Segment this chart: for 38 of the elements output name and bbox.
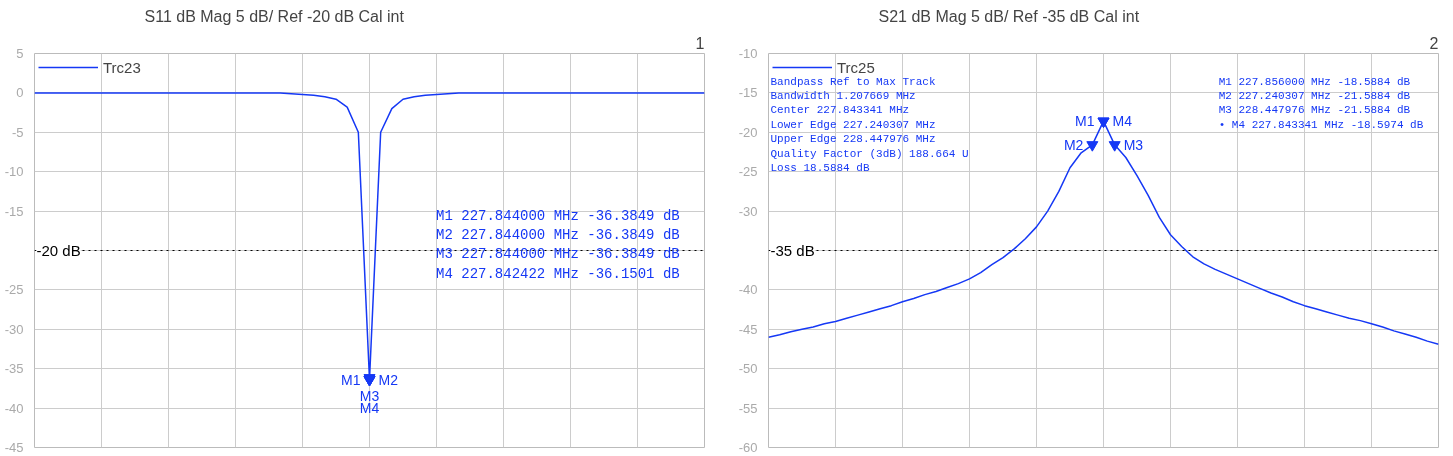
y-tick-label: -30	[738, 203, 758, 219]
ref-line-label: -35 dB	[770, 242, 815, 259]
series-label: M1	[341, 371, 361, 388]
series-label: M2	[1063, 136, 1084, 153]
y-tick-label: -30	[4, 321, 24, 337]
annotation: M1 227.856000 MHz -18.5884 dB M2 227.240307 MHz -21.5884 dB M3 228.447976 MHz -21.5884 dB • M4 227.843341 MHz -18.5974 dB	[1218, 75, 1424, 131]
y-tick-label: -55	[738, 400, 758, 416]
y-tick-label: -10	[738, 46, 758, 61]
y-tick-label: -40	[738, 282, 758, 298]
legend-label: Trc23	[103, 58, 141, 76]
series-label: M1	[1075, 113, 1095, 130]
y-tick-label: 0	[16, 85, 24, 101]
y-tick-label: -10	[4, 164, 24, 180]
y-tick-label: -60	[738, 440, 758, 455]
y-tick-label: -25	[4, 282, 24, 298]
y-tick-label: -25	[738, 164, 758, 180]
y-tick-label: -40	[4, 400, 24, 416]
y-tick-label: -45	[4, 440, 24, 455]
y-tick-label: -50	[738, 361, 758, 377]
series-label: M2	[378, 371, 399, 388]
chart-subtitle: 1	[695, 34, 705, 52]
legend-label: Trc25	[837, 58, 875, 76]
y-tick-label: -15	[4, 203, 24, 219]
series-label: M4	[1112, 113, 1133, 130]
y-tick-label: -45	[738, 321, 758, 337]
y-tick-label: -20	[738, 124, 758, 140]
y-tick-label: -5	[11, 124, 24, 140]
annotation: M1 227.844000 MHz -36.3849 dB M2 227.844000 MHz -36.3849 dB M3 227.844000 MHz -36.3849 dB M4 227.842422 MHz -36.1501 dB	[436, 207, 680, 282]
series-label: M3	[359, 387, 380, 404]
annotation: Bandpass Ref to Max Track Bandwidth 1.207669 MHz Center 227.843341 MHz Lower Edge 227.240307 MHz Upper Edge 228.447976 MHz Quality Factor (3dB) 188.664 U Loss 18.5884 dB	[770, 75, 969, 174]
y-tick-label: 5	[16, 46, 24, 61]
y-tick-label: -35	[4, 361, 24, 377]
chart-title: S11 dB Mag 5 dB/ Ref -20 dB Cal int	[144, 7, 405, 25]
y-tick-label: -15	[738, 85, 758, 101]
chart-title: S21 dB Mag 5 dB/ Ref -35 dB Cal int	[878, 7, 1140, 25]
ref-line-label: -20 dB	[36, 242, 81, 259]
series-label: M3	[1123, 136, 1144, 153]
chart-subtitle: 2	[1429, 34, 1439, 52]
